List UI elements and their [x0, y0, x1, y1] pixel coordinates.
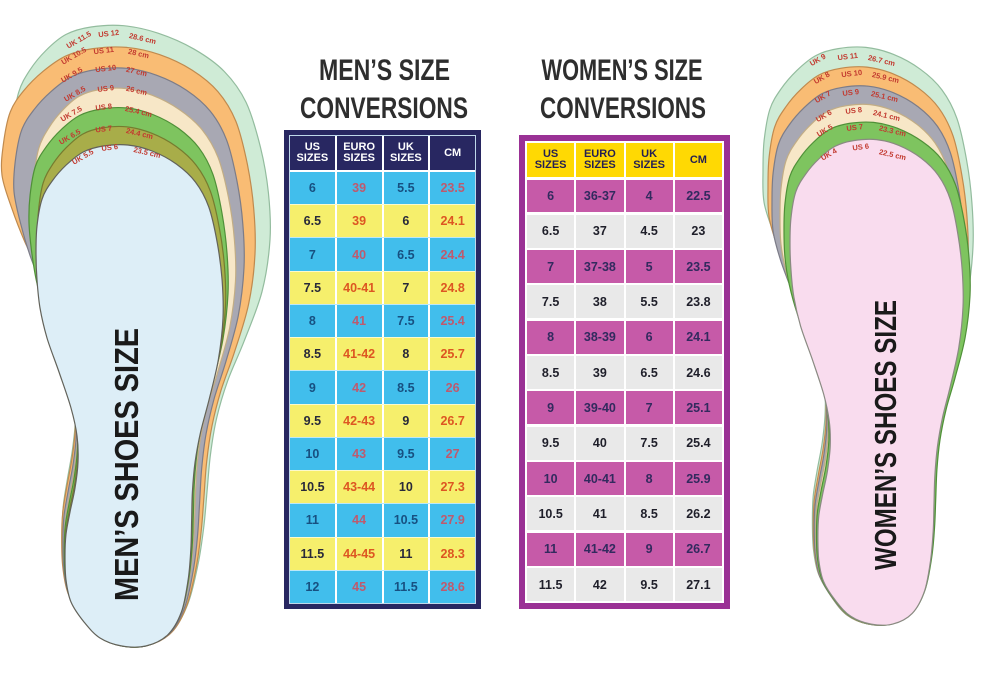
svg-text:US 6: US 6 [852, 142, 870, 153]
svg-text:US 11: US 11 [93, 45, 114, 56]
svg-text:US 6: US 6 [101, 142, 119, 153]
svg-text:US 8: US 8 [845, 105, 863, 116]
svg-text:US 7: US 7 [846, 122, 864, 133]
svg-text:CONVERSIONS: CONVERSIONS [540, 92, 706, 125]
svg-text:CONVERSIONS: CONVERSIONS [300, 92, 468, 125]
svg-text:US 12: US 12 [98, 28, 120, 39]
svg-text:WOMEN’S SIZE: WOMEN’S SIZE [542, 54, 703, 87]
svg-text:WOMEN’S SHOES SIZE: WOMEN’S SHOES SIZE [868, 300, 903, 570]
svg-text:US 10: US 10 [841, 68, 863, 79]
svg-text:MEN’S SHOES SIZE: MEN’S SHOES SIZE [108, 328, 145, 601]
svg-text:MEN’S SIZE: MEN’S SIZE [319, 54, 450, 87]
svg-text:US 10: US 10 [95, 63, 117, 74]
svg-text:US 9: US 9 [842, 87, 860, 98]
svg-text:US 11: US 11 [837, 51, 858, 62]
svg-text:US 7: US 7 [95, 124, 113, 135]
svg-text:US 8: US 8 [95, 102, 113, 113]
svg-text:US 9: US 9 [97, 83, 115, 94]
